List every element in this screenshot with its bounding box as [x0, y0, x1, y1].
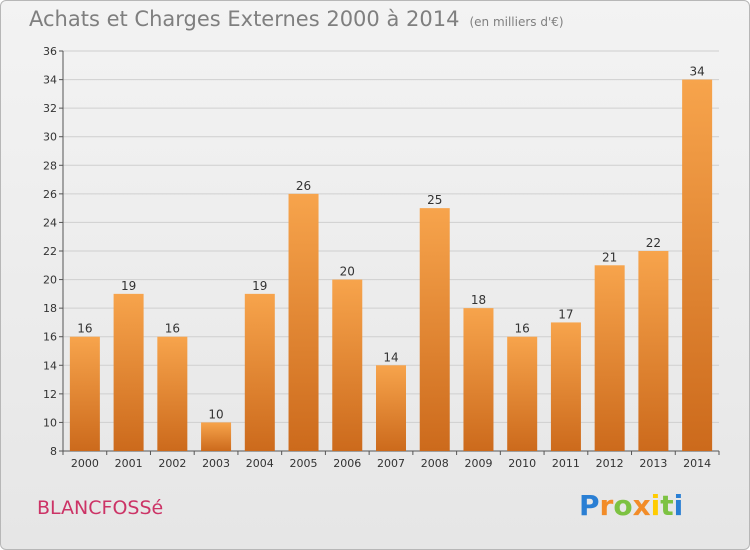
bars	[69, 79, 713, 452]
data-label-2011: 17	[558, 307, 573, 321]
data-label-2001: 19	[121, 279, 136, 293]
data-label-2010: 16	[515, 322, 530, 336]
y-tick-label: 14	[43, 359, 57, 372]
data-labels: 16 19 16 10 19 26 20 14 25 18 16 17 21 22 34	[77, 65, 705, 422]
x-tick-label-2013: 2013	[639, 457, 667, 470]
x-tick-label-2001: 2001	[115, 457, 143, 470]
data-label-2014: 34	[689, 65, 704, 79]
x-tick-label-2007: 2007	[377, 457, 405, 470]
x-tick-label-2004: 2004	[246, 457, 274, 470]
data-label-2002: 16	[165, 322, 180, 336]
bar-2012	[594, 265, 625, 451]
y-tick-label: 24	[43, 216, 57, 229]
commune-name: BLANCFOSSé	[37, 497, 164, 519]
y-tick-label: 22	[43, 245, 57, 258]
y-tick-label: 18	[43, 302, 57, 315]
y-tick-label: 30	[43, 131, 57, 144]
x-tick-label-2011: 2011	[552, 457, 580, 470]
x-tick-label-2005: 2005	[290, 457, 318, 470]
y-tick-label: 34	[43, 74, 57, 87]
x-tick-label-2010: 2010	[508, 457, 536, 470]
y-tick-label: 36	[43, 45, 57, 58]
x-tick-label-2000: 2000	[71, 457, 99, 470]
bar-2003	[201, 422, 232, 451]
x-tick-label-2002: 2002	[158, 457, 186, 470]
data-label-2008: 25	[427, 193, 442, 207]
x-tick-label-2014: 2014	[683, 457, 711, 470]
x-tick-label-2003: 2003	[202, 457, 230, 470]
bar-2010	[507, 336, 538, 451]
chart-title: Achats et Charges Externes 2000 à 2014 (e…	[29, 7, 564, 31]
y-tick-label: 16	[43, 331, 57, 344]
y-tick-label: 10	[43, 416, 57, 429]
chart-title-text: Achats et Charges Externes 2000 à 2014	[29, 7, 460, 31]
data-label-2000: 16	[77, 322, 92, 336]
bar-2007	[376, 365, 406, 451]
data-label-2013: 22	[646, 236, 661, 250]
bar-2011	[550, 322, 581, 451]
bar-2014	[682, 79, 713, 452]
proxiti-logo: Proxiti	[579, 489, 684, 522]
bar-2008	[419, 208, 450, 451]
data-label-2009: 18	[471, 293, 486, 307]
y-tick-label: 8	[50, 445, 57, 458]
x-tick-label-2006: 2006	[333, 457, 361, 470]
x-tick-label-2008: 2008	[421, 457, 449, 470]
y-tick-label: 32	[43, 102, 57, 115]
data-label-2004: 19	[252, 279, 267, 293]
bar-2000	[69, 336, 100, 451]
bar-2006	[332, 279, 363, 451]
y-tick-label: 12	[43, 388, 57, 401]
data-label-2007: 14	[383, 350, 398, 364]
y-tick-label: 20	[43, 274, 57, 287]
bar-2009	[463, 308, 494, 451]
bar-2005	[288, 193, 319, 451]
y-tick-label: 26	[43, 188, 57, 201]
bar-2004	[244, 293, 275, 451]
data-label-2003: 10	[208, 407, 223, 421]
bar-2013	[638, 251, 669, 451]
data-label-2012: 21	[602, 250, 617, 264]
data-label-2006: 20	[340, 265, 355, 279]
data-label-2005: 26	[296, 179, 311, 193]
x-tick-label-2012: 2012	[596, 457, 624, 470]
bar-2002	[157, 336, 188, 451]
chart-unit: (en milliers d'€)	[469, 15, 564, 29]
y-tick-label: 28	[43, 159, 57, 172]
bar-2001	[113, 293, 144, 451]
x-tick-label-2009: 2009	[464, 457, 492, 470]
